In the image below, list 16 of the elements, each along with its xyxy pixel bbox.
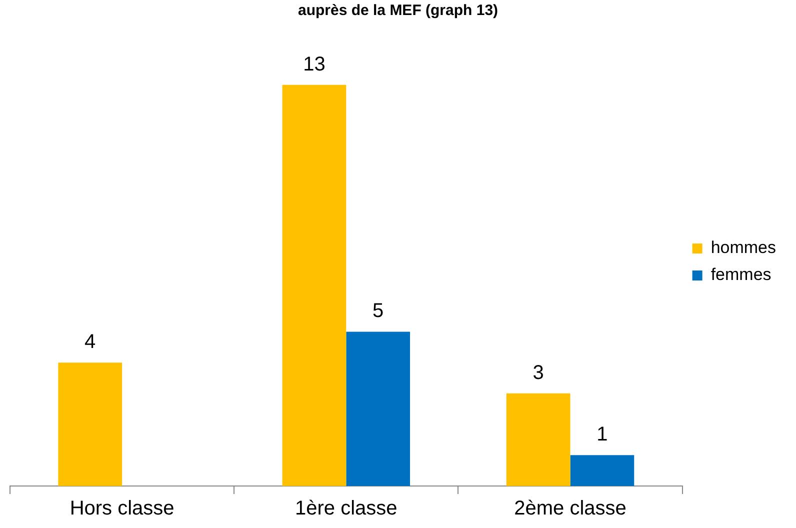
x-tick-label: Hors classe — [70, 498, 174, 520]
bar — [506, 393, 570, 486]
bar — [346, 332, 410, 486]
x-tick-label: 2ème classe — [514, 498, 626, 520]
bar — [282, 84, 346, 486]
data-label: 3 — [532, 362, 544, 384]
x-tick-label: 1ère classe — [295, 498, 398, 520]
legend-label: femmes — [710, 265, 772, 284]
data-label: 5 — [372, 300, 384, 322]
data-label: 13 — [303, 53, 326, 76]
legend-label: hommes — [710, 238, 776, 258]
data-label: 1 — [596, 424, 608, 446]
bar — [58, 362, 122, 486]
data-label: 4 — [84, 331, 96, 354]
bar — [570, 455, 634, 486]
chart-title: auprès de la MEF (graph 13) — [298, 2, 498, 20]
